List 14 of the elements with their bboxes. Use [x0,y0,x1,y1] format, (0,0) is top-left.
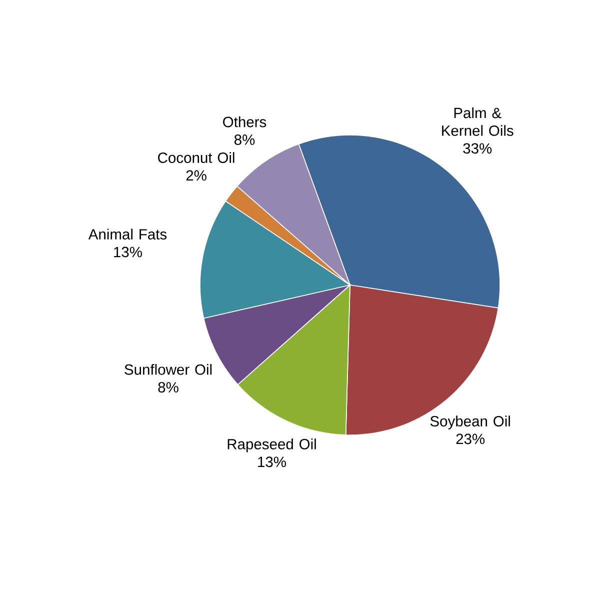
data-label: 2% [186,170,206,181]
data-label: 13% [114,246,142,258]
data-label: 8% [158,382,178,393]
slice-label: Animal Fats [88,228,167,240]
slice-label: Rapeseed Oil [228,438,316,452]
slice-label: Soybean Oil [430,416,510,430]
data-label: 23% [456,434,485,444]
data-label: 13% [258,456,286,468]
slice-label: Palm & Kernel Oils [442,107,514,136]
data-label: 8% [234,134,255,145]
slice-label: Others [223,116,266,128]
data-label: 33% [463,143,492,154]
slice-label: Sunflower Oil [124,364,212,375]
slice-label: Coconut Oil [158,152,234,163]
